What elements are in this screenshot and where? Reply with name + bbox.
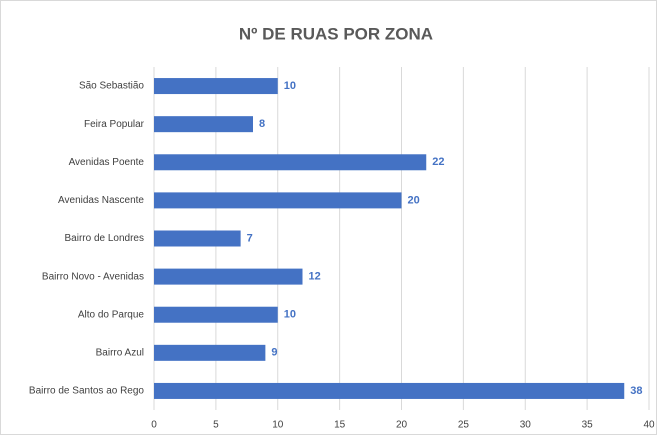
data-label: 8: [259, 118, 265, 130]
y-tick-label: São Sebastião: [79, 81, 144, 92]
data-label: 9: [271, 347, 277, 359]
bar: [154, 344, 266, 361]
bar: [154, 230, 241, 247]
bar: [154, 78, 278, 95]
y-tick-label: Bairro de Londres: [65, 233, 145, 244]
bar: [154, 192, 402, 209]
x-tick-label: 40: [643, 420, 655, 431]
bar: [154, 382, 625, 399]
bar: [154, 154, 427, 171]
y-tick-label: Bairro Novo - Avenidas: [42, 271, 144, 282]
data-label: 20: [408, 194, 420, 206]
y-tick-label: Alto do Parque: [78, 309, 145, 320]
bar: [154, 306, 278, 323]
chart-title: Nº DE RUAS POR ZONA: [239, 24, 433, 43]
data-label: 38: [630, 385, 642, 397]
data-label: 22: [432, 156, 444, 168]
y-tick-label: Bairro de Santos ao Rego: [29, 386, 145, 397]
bar: [154, 116, 253, 133]
data-label: 7: [247, 232, 253, 244]
x-tick-label: 5: [213, 420, 219, 431]
x-tick-label: 10: [272, 420, 284, 431]
bar: [154, 268, 303, 285]
data-label: 10: [284, 80, 296, 92]
data-label: 10: [284, 309, 296, 321]
x-tick-label: 25: [458, 420, 470, 431]
x-tick-label: 30: [520, 420, 532, 431]
x-tick-label: 0: [151, 420, 157, 431]
y-tick-label: Feira Popular: [84, 119, 145, 130]
data-label: 12: [309, 271, 321, 283]
y-tick-label: Bairro Azul: [96, 347, 144, 358]
x-tick-label: 20: [396, 420, 408, 431]
x-tick-label: 35: [582, 420, 594, 431]
y-tick-label: Avenidas Poente: [69, 157, 145, 168]
x-tick-label: 15: [334, 420, 346, 431]
y-tick-label: Avenidas Nascente: [58, 195, 144, 206]
